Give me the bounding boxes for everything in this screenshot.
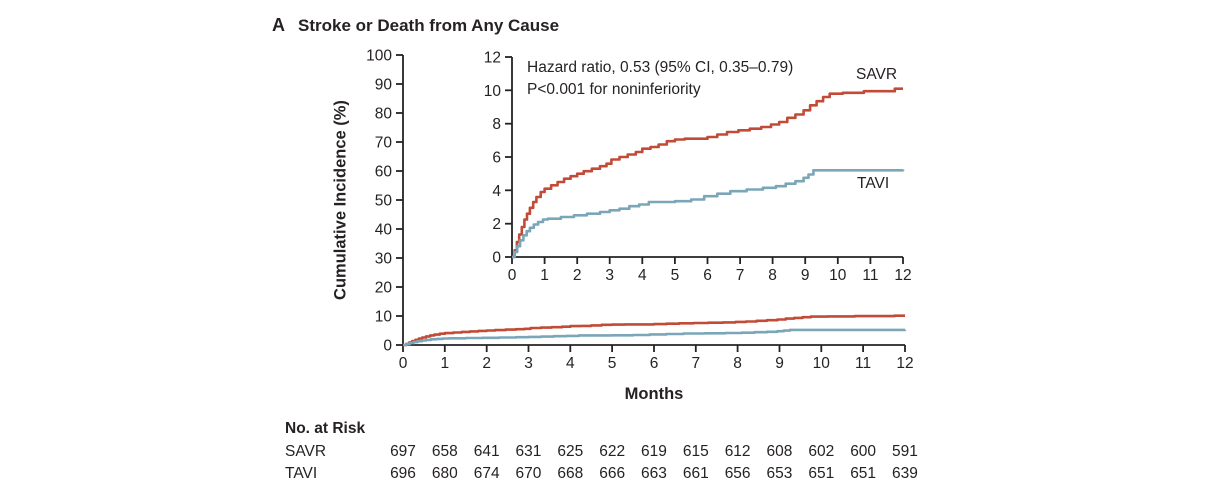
risk-value: 591: [892, 443, 918, 460]
main-y-tick-label: 30: [375, 251, 393, 268]
risk-value: 631: [515, 443, 542, 460]
main-x-tick-label: 10: [813, 355, 831, 372]
inset-x-tick-label: 9: [801, 267, 810, 284]
main-x-tick-label: 3: [524, 355, 533, 372]
inset-y-tick-label: 2: [492, 216, 501, 233]
main-x-tick-label: 4: [566, 355, 575, 372]
main-curve-savr: [403, 314, 905, 347]
risk-value: 696: [390, 465, 416, 482]
inset-curve-tavi: [512, 169, 905, 259]
inset-x-tick-label: 6: [703, 267, 712, 284]
inset-x-tick-label: 1: [540, 267, 549, 284]
inset-y-tick-label: 6: [492, 150, 501, 167]
risk-value: 625: [557, 443, 584, 460]
inset-y-tick-label: 12: [484, 50, 501, 67]
risk-value: 666: [599, 465, 626, 482]
main-curve-tavi: [403, 328, 907, 347]
main-x-tick-label: 5: [608, 355, 617, 372]
inset-y-tick-label: 4: [492, 183, 501, 200]
main-x-tick-label: 8: [733, 355, 742, 372]
risk-row-label: TAVI: [285, 465, 318, 482]
panel-label: A: [272, 15, 285, 35]
risk-value: 639: [892, 465, 918, 482]
inset-x-tick-label: 4: [638, 267, 647, 284]
inset-y-tick-label: 0: [492, 250, 501, 267]
risk-row-label: SAVR: [285, 443, 327, 460]
main-x-tick-label: 12: [896, 355, 913, 372]
risk-value: 622: [599, 443, 626, 460]
hazard-ratio-annotation: Hazard ratio, 0.53 (95% CI, 0.35–0.79): [527, 59, 794, 76]
main-y-tick-label: 100: [366, 48, 392, 65]
risk-value: 697: [390, 443, 416, 460]
x-axis-label: Months: [624, 385, 684, 403]
main-x-tick-label: 2: [482, 355, 491, 372]
risk-value: 668: [557, 465, 584, 482]
y-axis-label: Cumulative Incidence (%): [331, 100, 350, 300]
main-y-tick-label: 40: [375, 222, 393, 239]
risk-value: 670: [515, 465, 542, 482]
risk-value: 602: [808, 443, 835, 460]
inset-y-tick-label: 8: [492, 116, 501, 133]
inset-x-tick-label: 5: [671, 267, 680, 284]
main-y-tick-label: 60: [375, 164, 393, 181]
risk-value: 619: [641, 443, 667, 460]
risk-value: 600: [850, 443, 877, 460]
inset-x-tick-label: 11: [862, 267, 878, 284]
inset-x-tick-label: 10: [829, 267, 847, 284]
risk-value: 680: [431, 465, 458, 482]
main-x-tick-label: 6: [650, 355, 659, 372]
risk-value: 653: [766, 465, 793, 482]
inset-x-tick-label: 2: [573, 267, 582, 284]
main-y-tick-label: 90: [375, 77, 393, 94]
inset-x-tick-label: 7: [736, 267, 745, 284]
pvalue-annotation: P<0.001 for noninferiority: [527, 81, 701, 98]
inset-curve-savr: [512, 87, 903, 259]
figure-header: A Stroke or Death from Any Cause: [272, 15, 559, 36]
risk-value: 661: [682, 465, 709, 482]
main-y-tick-label: 70: [375, 135, 393, 152]
inset-y-tick-label: 10: [484, 83, 502, 100]
risk-value: 656: [724, 465, 751, 482]
risk-value: 674: [473, 465, 500, 482]
main-x-tick-label: 7: [691, 355, 700, 372]
risk-value: 612: [724, 443, 751, 460]
figure-title: Stroke or Death from Any Cause: [298, 16, 560, 35]
risk-table-title: No. at Risk: [285, 420, 366, 437]
main-x-tick-label: 0: [399, 355, 408, 372]
series-label-tavi: TAVI: [857, 175, 890, 192]
inset-x-tick-label: 0: [508, 267, 517, 284]
main-x-tick-label: 1: [440, 355, 449, 372]
risk-value: 615: [682, 443, 709, 460]
main-y-tick-label: 0: [383, 338, 392, 355]
inset-x-tick-label: 8: [768, 267, 777, 284]
inset-x-tick-label: 3: [605, 267, 614, 284]
risk-value: 651: [850, 465, 877, 482]
main-y-tick-label: 50: [375, 193, 393, 210]
risk-value: 641: [473, 443, 500, 460]
main-x-tick-label: 11: [855, 355, 871, 372]
risk-value: 663: [641, 465, 667, 482]
series-label-savr: SAVR: [856, 66, 898, 83]
main-x-tick-label: 9: [775, 355, 784, 372]
main-y-tick-label: 10: [375, 309, 393, 326]
main-y-tick-label: 20: [375, 280, 393, 297]
risk-value: 608: [766, 443, 793, 460]
risk-value: 651: [808, 465, 835, 482]
main-y-tick-label: 80: [375, 106, 393, 123]
inset-x-tick-label: 12: [894, 267, 911, 284]
risk-value: 658: [431, 443, 458, 460]
